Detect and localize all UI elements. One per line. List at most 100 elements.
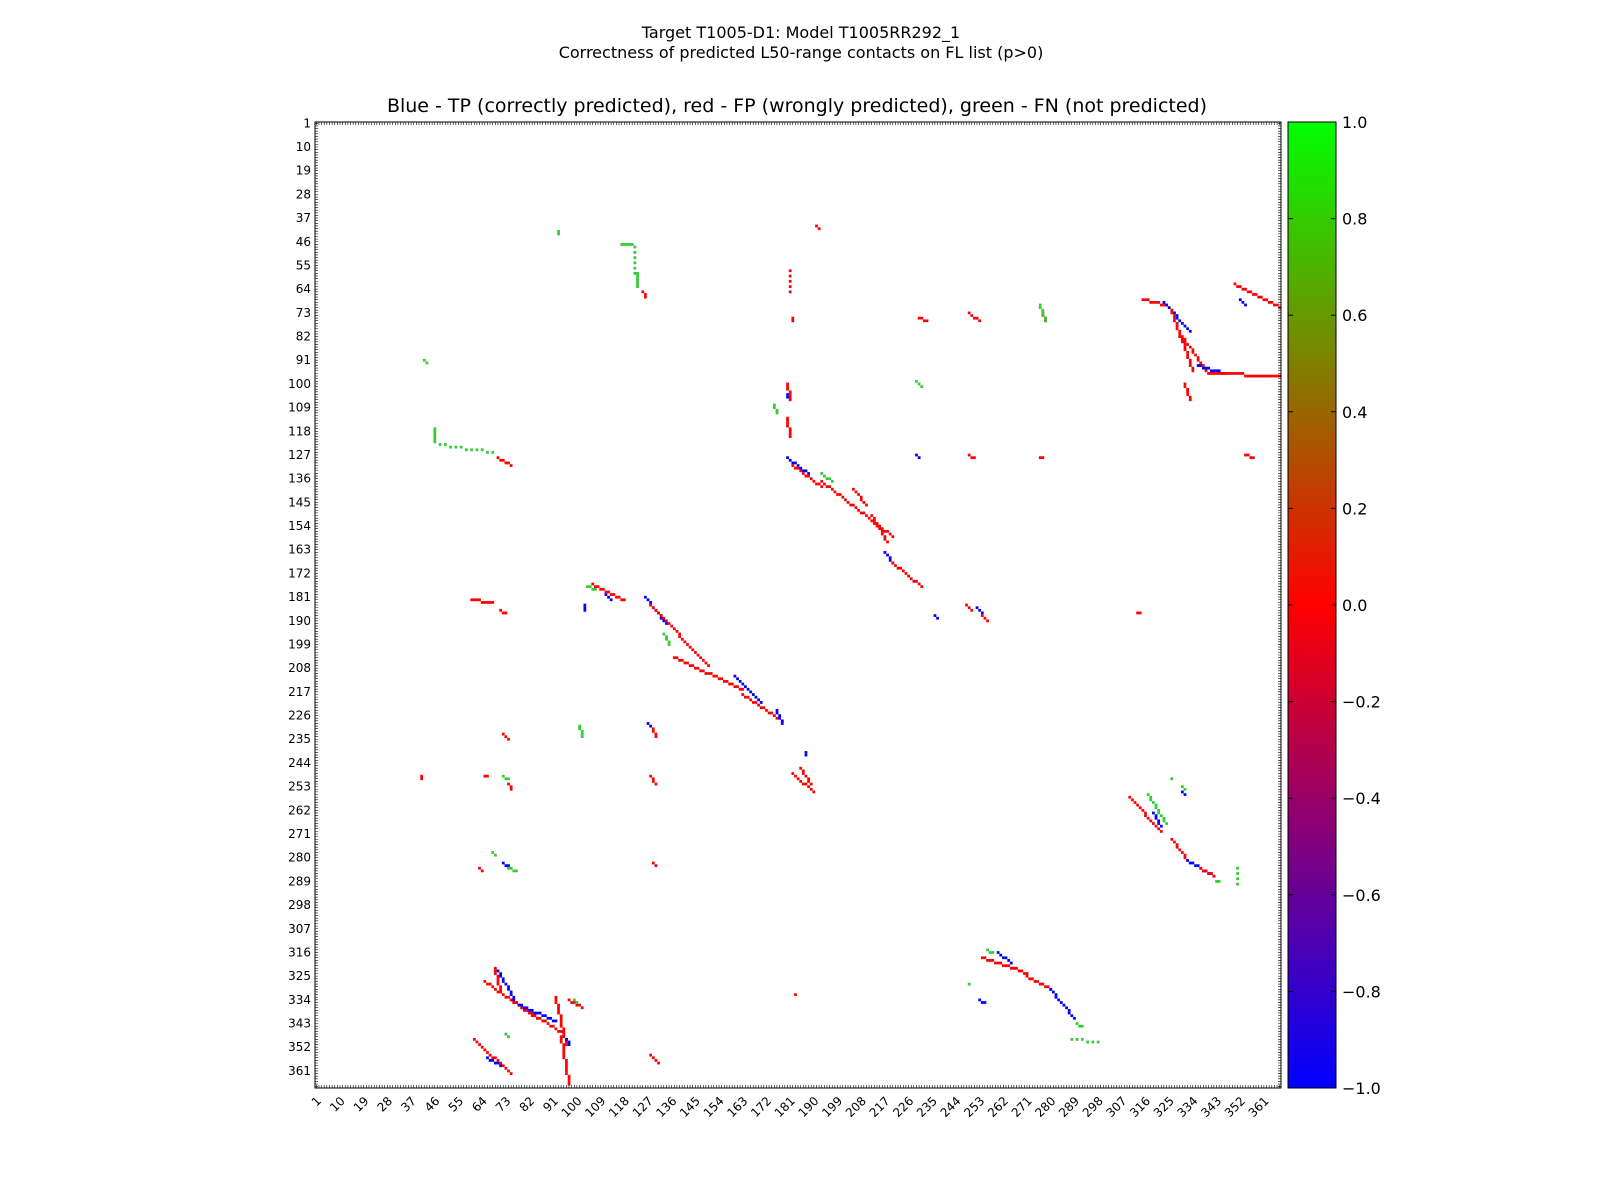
contact-point-fp xyxy=(873,516,876,520)
colorbar-tick-label: −1.0 xyxy=(1342,1079,1381,1098)
figure-title-line-2: Correctness of predicted L50-range conta… xyxy=(559,43,1044,62)
y-tick-label: 217 xyxy=(288,685,311,699)
contact-point-fn xyxy=(1091,1040,1095,1044)
contact-point-fn xyxy=(588,585,592,589)
contact-point-fn xyxy=(504,1032,508,1036)
contact-point-tp xyxy=(1175,316,1179,320)
contact-point-fp xyxy=(1175,322,1179,325)
contact-point-fp xyxy=(925,319,929,323)
contact-point-tp xyxy=(567,1040,571,1044)
contact-point-fp xyxy=(493,1056,497,1060)
contact-point-fn xyxy=(622,243,626,246)
contact-point-fn xyxy=(433,427,437,431)
contact-point-fp xyxy=(788,432,792,436)
contact-point-tp xyxy=(504,864,508,868)
contact-point-fn xyxy=(580,732,584,736)
contact-point-fn xyxy=(580,735,584,739)
contact-point-fp xyxy=(1183,345,1187,349)
x-tick-label: 55 xyxy=(446,1094,467,1115)
colorbar-tick-label: 0.4 xyxy=(1342,403,1367,422)
colorbar-tick-label: −0.4 xyxy=(1342,789,1381,808)
contact-point-fp xyxy=(1178,848,1182,852)
contact-point-tp xyxy=(759,701,763,704)
contact-point-fp xyxy=(549,1024,553,1028)
contact-point-fp xyxy=(1046,985,1050,989)
y-tick-label: 181 xyxy=(288,590,311,604)
contact-point-fp xyxy=(507,1069,510,1073)
contact-point-fp xyxy=(888,532,892,536)
axis-ticks xyxy=(315,122,1281,1088)
contact-point-fp xyxy=(496,456,500,460)
contact-point-fp xyxy=(507,737,510,741)
contact-point-fp xyxy=(978,319,982,323)
contact-point-tp xyxy=(1154,814,1158,818)
contact-point-tp xyxy=(1009,961,1013,965)
contact-point-fp xyxy=(1236,285,1240,288)
contact-point-fp xyxy=(1154,824,1158,828)
contact-point-fp xyxy=(1273,374,1276,378)
contact-point-fp xyxy=(486,982,489,986)
x-tick-label: 19 xyxy=(351,1094,372,1115)
contact-point-fp xyxy=(1241,372,1245,375)
contact-point-fp xyxy=(986,619,989,623)
contact-point-fp xyxy=(651,727,655,731)
contact-point-tp xyxy=(567,1043,571,1047)
contact-point-tp xyxy=(583,608,587,612)
contact-point-fp xyxy=(651,606,655,610)
contact-point-fp xyxy=(486,774,489,778)
contact-point-fp xyxy=(883,529,887,533)
contact-point-tp xyxy=(1165,303,1168,307)
contact-point-fp xyxy=(538,1016,542,1020)
contact-point-fp xyxy=(570,1001,574,1004)
contact-point-fp xyxy=(1025,972,1029,975)
contact-point-tp xyxy=(1215,369,1218,373)
contact-point-fp xyxy=(828,485,832,488)
x-tick-label: 289 xyxy=(1056,1094,1082,1120)
contact-point-tp xyxy=(528,1009,531,1012)
y-tick-label: 244 xyxy=(288,756,311,770)
contact-point-fp xyxy=(651,780,655,783)
contact-point-fp xyxy=(1186,351,1189,354)
x-tick-label: 325 xyxy=(1151,1094,1177,1120)
contact-point-fp xyxy=(691,664,695,667)
contact-point-fp xyxy=(1233,282,1237,286)
contact-point-tp xyxy=(807,472,810,475)
contact-point-fp xyxy=(917,316,921,320)
contact-point-fp xyxy=(846,501,850,504)
contact-point-fp xyxy=(546,1022,550,1025)
contact-point-tp xyxy=(917,456,921,460)
contact-point-fp xyxy=(965,603,968,607)
y-tick-label: 19 xyxy=(296,164,311,178)
contact-point-fp xyxy=(1246,453,1250,457)
contact-point-fp xyxy=(1170,311,1174,315)
contact-point-tp xyxy=(799,466,803,470)
contact-point-fp xyxy=(757,703,760,707)
contact-point-fp xyxy=(854,506,858,510)
x-tick-label: 163 xyxy=(724,1094,750,1120)
contact-point-tp xyxy=(775,711,779,715)
contact-point-fp xyxy=(478,1043,481,1047)
contact-point-fp xyxy=(1173,840,1176,844)
contact-point-fp xyxy=(1191,369,1195,373)
contact-point-fp xyxy=(883,535,887,539)
contact-point-fp xyxy=(1004,964,1008,968)
contact-point-fp xyxy=(851,487,855,491)
contact-point-fp xyxy=(559,1014,563,1018)
contact-point-fn xyxy=(433,437,437,441)
contact-point-fp xyxy=(580,1006,584,1010)
contact-point-fp xyxy=(559,1037,563,1041)
contact-point-fp xyxy=(749,698,753,702)
contact-point-fp xyxy=(799,766,803,770)
contact-point-fp xyxy=(973,456,976,460)
contact-point-fn xyxy=(633,261,637,265)
contact-point-tp xyxy=(1209,369,1213,373)
contact-point-fp xyxy=(1141,808,1145,812)
contact-point-fp xyxy=(849,503,853,507)
contact-point-tp xyxy=(565,1037,568,1041)
contact-point-fp xyxy=(680,637,684,641)
contact-point-fn xyxy=(515,869,518,873)
contact-point-fp xyxy=(1188,358,1192,362)
colorbar-tick-label: −0.8 xyxy=(1342,982,1381,1001)
contact-point-fp xyxy=(1252,456,1255,460)
contact-point-fp xyxy=(509,785,513,789)
